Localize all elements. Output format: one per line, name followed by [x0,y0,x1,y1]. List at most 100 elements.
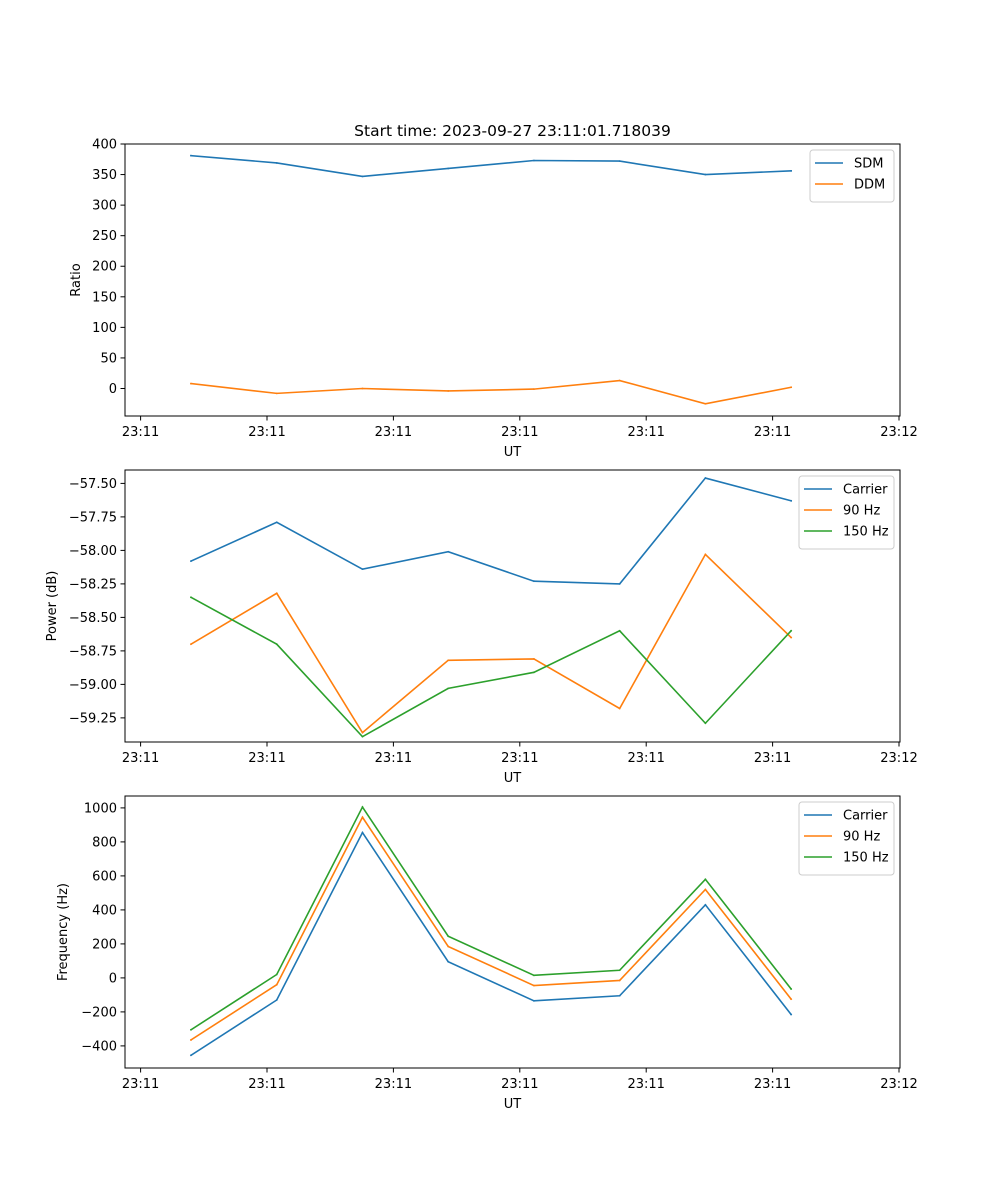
data-point-150-hz [275,643,278,646]
data-point-150-hz [533,974,535,977]
data-point-90-hz [790,636,793,639]
y-tick-label: −200 [81,1005,117,1020]
data-point-ddm [190,382,192,385]
data-point-sdm [704,173,707,176]
series-line-90-hz [189,815,793,1042]
x-tick-label: 23:11 [754,1077,791,1092]
data-point-90-hz [447,945,450,948]
panel-3: 23:11 23:11 23:11 23:11 23:11 23:11 23:12 −400 −… [56,795,918,1112]
data-point-90-hz [447,659,450,662]
data-point-150-hz [618,969,621,972]
x-tick-label: 23:11 [754,751,791,766]
data-point-sdm [790,169,793,172]
series-line-carrier [189,830,793,1057]
data-point-90-hz [618,979,621,982]
data-point-carrier [704,477,707,479]
data-point-150-hz [447,935,450,938]
legend-label-ddm: DDM [854,178,885,193]
x-axis-label: UT [504,445,522,460]
data-point-90-hz [618,707,621,710]
series-line-90-hz [189,553,793,734]
data-point-150-hz [790,629,793,632]
x-tick-label: 23:11 [501,1077,538,1092]
data-point-carrier [190,1054,192,1057]
data-point-carrier [275,521,278,524]
data-point-carrier [533,999,535,1002]
data-point-90-hz [275,592,278,595]
y-tick-label: −58.00 [69,544,117,559]
y-tick-label: 400 [92,138,117,153]
y-tick-label: −58.25 [69,577,117,592]
data-point-90-hz [361,816,364,819]
data-point-90-hz [533,658,535,660]
legend-label-carrier: Carrier [843,483,888,498]
x-tick-label: 23:11 [627,1077,664,1092]
x-tick-label: 23:11 [375,425,412,440]
x-tick-label: 23:11 [375,751,412,766]
data-point-150-hz [790,988,793,990]
y-tick-label: 600 [92,869,117,884]
data-point-150-hz [618,629,621,632]
data-point-ddm [790,386,793,389]
legend-label-150-hz: 150 Hz [843,851,889,866]
y-tick-label: −400 [81,1039,117,1054]
y-tick-label: −57.50 [69,477,117,492]
series-line-ddm [190,379,793,405]
data-point-ddm [618,379,621,382]
data-point-carrier [447,550,450,553]
x-tick-label: 23:11 [375,1077,412,1092]
chart-title: Start time: 2023-09-27 23:11:01.718039 [354,122,671,140]
data-point-carrier [790,499,793,502]
data-point-90-hz [275,983,278,986]
x-tick-label: 23:12 [880,751,917,766]
legend-label-90-hz: 90 Hz [843,830,880,845]
data-point-150-hz [361,735,364,738]
y-tick-label: 0 [109,382,117,397]
data-point-150-hz [704,878,707,881]
data-point-90-hz [704,888,707,891]
y-tick-label: 150 [92,290,117,305]
x-tick-label: 23:11 [501,425,538,440]
data-point-150-hz [361,806,364,808]
data-point-150-hz [275,973,278,976]
y-tick-label: 350 [92,168,117,183]
x-tick-label: 23:12 [880,1077,917,1092]
legend-label-90-hz: 90 Hz [843,504,880,519]
data-point-sdm [533,159,535,162]
y-tick-label: 200 [92,260,117,275]
y-axis-label: Power (dB) [45,571,60,642]
legend-label-carrier: Carrier [843,809,888,824]
data-point-ddm [361,387,364,390]
data-point-ddm [275,392,278,395]
y-tick-label: −58.50 [69,611,117,626]
data-point-90-hz [533,984,535,987]
data-point-sdm [447,167,450,170]
x-tick-label: 23:11 [122,751,159,766]
data-point-150-hz [533,671,535,674]
x-tick-label: 23:12 [880,425,917,440]
y-tick-label: 250 [92,229,117,244]
data-point-150-hz [190,1028,192,1031]
y-tick-label: 200 [92,937,117,952]
data-point-carrier [618,582,621,585]
series-line-carrier [189,477,793,585]
x-tick-label: 23:11 [627,425,664,440]
data-point-carrier [533,580,535,583]
data-point-carrier [361,831,364,834]
data-point-90-hz [361,731,364,734]
data-point-ddm [533,388,535,391]
data-point-carrier [618,994,621,997]
y-tick-label: 100 [92,321,117,336]
legend-label-150-hz: 150 Hz [843,525,889,540]
x-tick-label: 23:11 [501,751,538,766]
y-tick-label: −59.00 [69,678,117,693]
data-point-carrier [704,903,707,906]
data-point-150-hz [704,722,707,725]
data-point-ddm [447,390,450,392]
panel-1: 23:11 23:11 23:11 23:11 23:11 23:11 23:12 0 50 10… [69,138,918,461]
axes-frame [124,469,901,743]
data-point-90-hz [190,1039,192,1041]
panel-2: 23:11 23:11 23:11 23:11 23:11 23:11 23:12 −59.2… [45,469,918,786]
x-tick-label: 23:11 [627,751,664,766]
data-point-150-hz [190,596,192,599]
